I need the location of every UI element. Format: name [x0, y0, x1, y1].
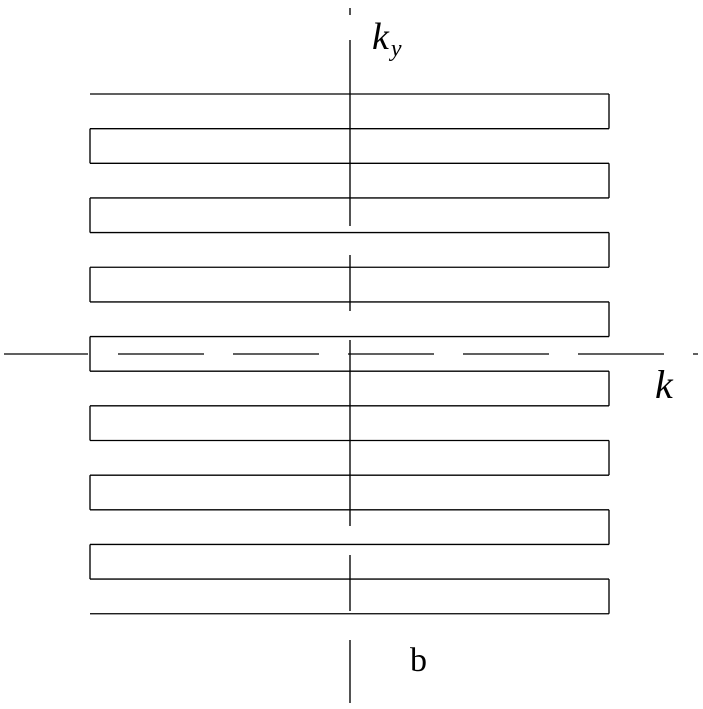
- horizontal-axis-label: k: [655, 362, 673, 407]
- vertical-axis-main-label: k: [372, 16, 389, 58]
- vertical-axis-subscript-label: y: [390, 36, 402, 62]
- panel-label: b: [410, 642, 427, 679]
- axis-group: [4, 8, 698, 703]
- vertical-axis-label: ky: [372, 18, 402, 61]
